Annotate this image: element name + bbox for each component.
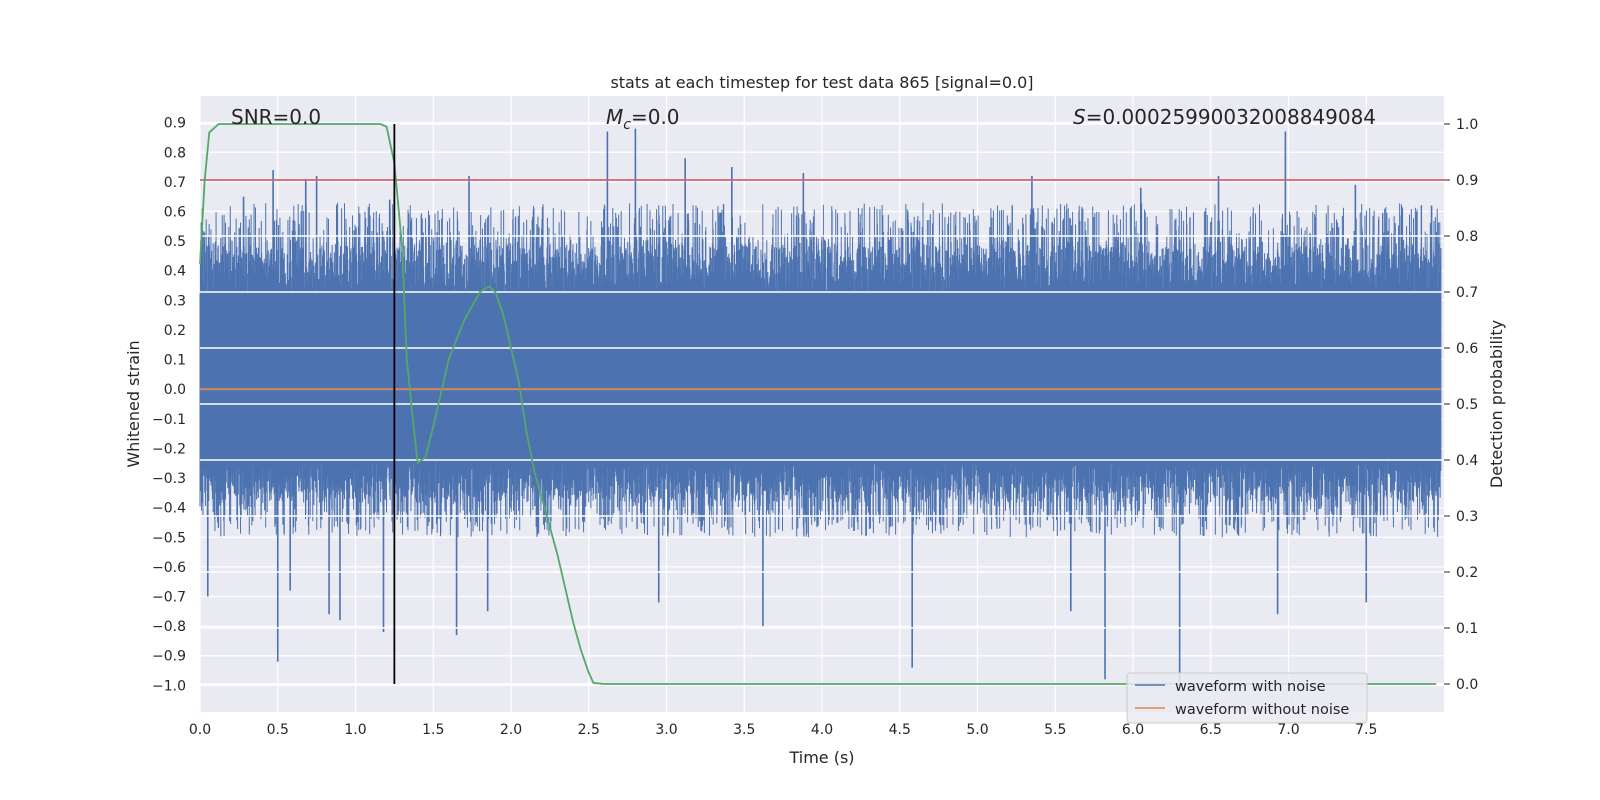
x-tick-label: 6.0 bbox=[1122, 722, 1144, 738]
x-axis-label: Time (s) bbox=[788, 748, 854, 767]
y-left-axis-label: Whitened strain bbox=[124, 340, 143, 467]
chirp-mass-annotation: Mc=0.0 bbox=[606, 105, 680, 133]
legend-box bbox=[1126, 672, 1368, 724]
y-left-tick-label: −0.9 bbox=[152, 649, 186, 665]
y-left-tick-label: −0.3 bbox=[152, 471, 186, 487]
y-left-tick-label: 0.2 bbox=[164, 323, 186, 339]
y-left-tick-label: 0.3 bbox=[164, 293, 186, 309]
series-detection-probability bbox=[199, 123, 1437, 685]
y-right-tick-label: 0.7 bbox=[1456, 285, 1478, 301]
x-tick-label: 3.0 bbox=[655, 722, 677, 738]
y-left-tick-label: −0.6 bbox=[152, 560, 186, 576]
y-left-tick-label: 0.9 bbox=[164, 116, 186, 132]
chirp-mass-symbol: M bbox=[606, 105, 623, 129]
x-tick-label: 7.0 bbox=[1277, 722, 1299, 738]
s-annotation: S=0.00025990032008849084 bbox=[1073, 105, 1376, 129]
x-tick-label: 4.0 bbox=[811, 722, 833, 738]
x-tick-label: 5.0 bbox=[966, 722, 988, 738]
y-right-tick-label: 0.8 bbox=[1456, 229, 1478, 245]
chirp-mass-value: =0.0 bbox=[631, 105, 680, 129]
y-right-tick-label: 0.4 bbox=[1456, 453, 1478, 469]
legend-label-waveform-without-noise: waveform without noise bbox=[1175, 702, 1349, 718]
y-left-tick-label: −0.2 bbox=[152, 441, 186, 457]
y-right-axis-ticks: 1.0 0.9 0.8 0.7 0.6 0.5 0.4 0.3 0.2 0.1 0.0 bbox=[1444, 117, 1478, 693]
y-left-tick-label: 0.5 bbox=[164, 234, 186, 250]
y-left-tick-label: −1.0 bbox=[152, 678, 186, 694]
y-left-tick-label: 0.6 bbox=[164, 205, 186, 221]
x-tick-label: 6.5 bbox=[1200, 722, 1222, 738]
x-axis-ticks: 0.0 0.5 1.0 1.5 2.0 2.5 3.0 3.5 4.0 4.5 5.0 5.5 6.0 6… bbox=[189, 722, 1378, 738]
x-tick-label: 5.5 bbox=[1044, 722, 1066, 738]
series-waveform-with-noise bbox=[199, 128, 1442, 683]
y-right-tick-label: 0.1 bbox=[1456, 621, 1478, 637]
y-left-tick-label: −0.1 bbox=[152, 412, 186, 428]
y-right-tick-label: 0.2 bbox=[1456, 565, 1478, 581]
s-value: =0.00025990032008849084 bbox=[1086, 105, 1376, 129]
x-tick-label: 0.0 bbox=[189, 722, 211, 738]
x-tick-label: 0.5 bbox=[267, 722, 289, 738]
s-symbol: S bbox=[1073, 105, 1086, 129]
x-tick-label: 7.5 bbox=[1355, 722, 1377, 738]
y-left-tick-label: 0.4 bbox=[164, 264, 186, 280]
legend-label-waveform-with-noise: waveform with noise bbox=[1175, 679, 1326, 695]
x-tick-label: 3.5 bbox=[733, 722, 755, 738]
y-left-axis-ticks: 0.9 0.8 0.7 0.6 0.5 0.4 0.3 0.2 0.1 0.0 −0.1 −0.2 −0… bbox=[152, 116, 186, 695]
y-left-tick-label: 0.1 bbox=[164, 353, 186, 369]
snr-annotation: SNR=0.0 bbox=[231, 105, 321, 129]
chart-title: stats at each timestep for test data 865… bbox=[610, 73, 1033, 92]
y-left-tick-label: −0.4 bbox=[152, 501, 186, 517]
y-right-tick-label: 1.0 bbox=[1456, 117, 1478, 133]
x-tick-label: 1.0 bbox=[344, 722, 366, 738]
y-left-tick-label: −0.7 bbox=[152, 590, 186, 606]
y-right-tick-label: 0.9 bbox=[1456, 173, 1478, 189]
chirp-mass-subscript: c bbox=[623, 117, 631, 133]
y-right-tick-label: 0.5 bbox=[1456, 397, 1478, 413]
y-left-tick-label: 0.0 bbox=[164, 382, 186, 398]
y-right-axis-label: Detection probability bbox=[1487, 320, 1506, 488]
y-right-tick-label: 0.0 bbox=[1456, 677, 1478, 693]
y-right-tick-label: 0.3 bbox=[1456, 509, 1478, 525]
y-left-tick-label: −0.5 bbox=[152, 530, 186, 546]
x-tick-label: 1.5 bbox=[422, 722, 444, 738]
series-lines bbox=[199, 123, 1444, 685]
y-left-tick-label: 0.8 bbox=[164, 145, 186, 161]
noise-envelope bbox=[199, 202, 1442, 538]
x-tick-label: 2.5 bbox=[578, 722, 600, 738]
y-right-tick-label: 0.6 bbox=[1456, 341, 1478, 357]
y-left-tick-label: 0.7 bbox=[164, 175, 186, 191]
y-left-tick-label: −0.8 bbox=[152, 619, 186, 635]
x-tick-label: 2.0 bbox=[500, 722, 522, 738]
legend: waveform with noise waveform without noi… bbox=[1126, 672, 1368, 724]
x-tick-label: 4.5 bbox=[889, 722, 911, 738]
